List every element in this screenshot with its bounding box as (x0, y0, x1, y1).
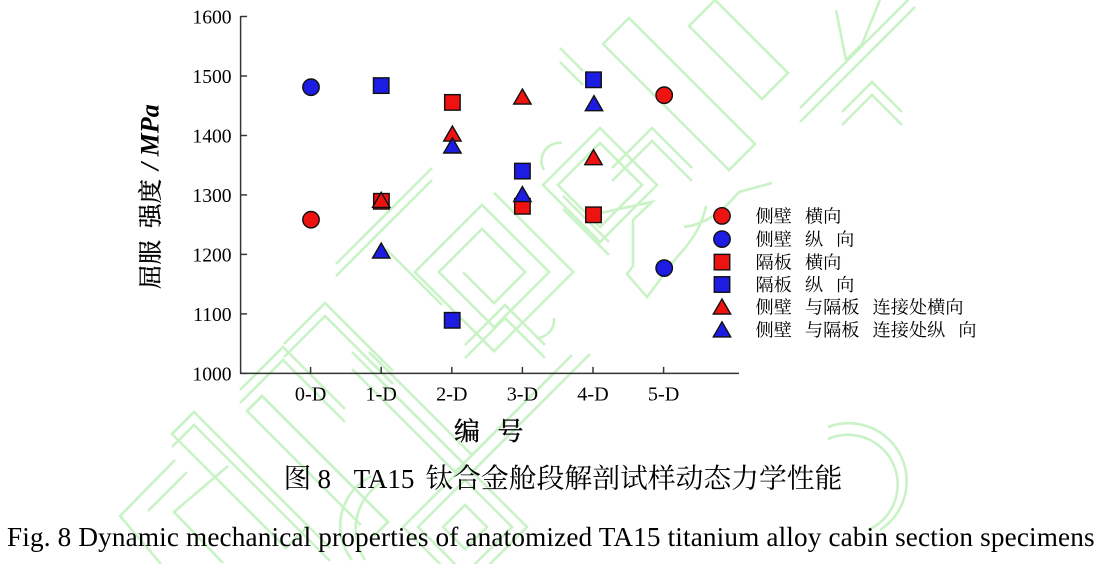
svg-text:1300: 1300 (192, 186, 231, 207)
svg-text:1100: 1100 (193, 305, 232, 326)
svg-text:5-D: 5-D (648, 384, 679, 406)
svg-text:4-D: 4-D (577, 384, 608, 406)
svg-text:1000: 1000 (192, 364, 231, 385)
svg-text:8: 8 (318, 464, 332, 494)
svg-text:1-D: 1-D (365, 384, 396, 406)
svg-text:1500: 1500 (192, 67, 231, 88)
svg-text:2-D: 2-D (436, 384, 467, 406)
svg-text:1400: 1400 (192, 127, 231, 148)
svg-text:1200: 1200 (192, 245, 231, 266)
svg-text:1600: 1600 (192, 8, 231, 29)
svg-text:TA15: TA15 (354, 464, 415, 494)
svg-text:/ MPa: / MPa (136, 104, 165, 172)
svg-text:Fig. 8 Dynamic mechanical prop: Fig. 8 Dynamic mechanical properties of … (7, 522, 1095, 552)
svg-text:0-D: 0-D (295, 384, 326, 406)
svg-text:3-D: 3-D (507, 384, 538, 406)
